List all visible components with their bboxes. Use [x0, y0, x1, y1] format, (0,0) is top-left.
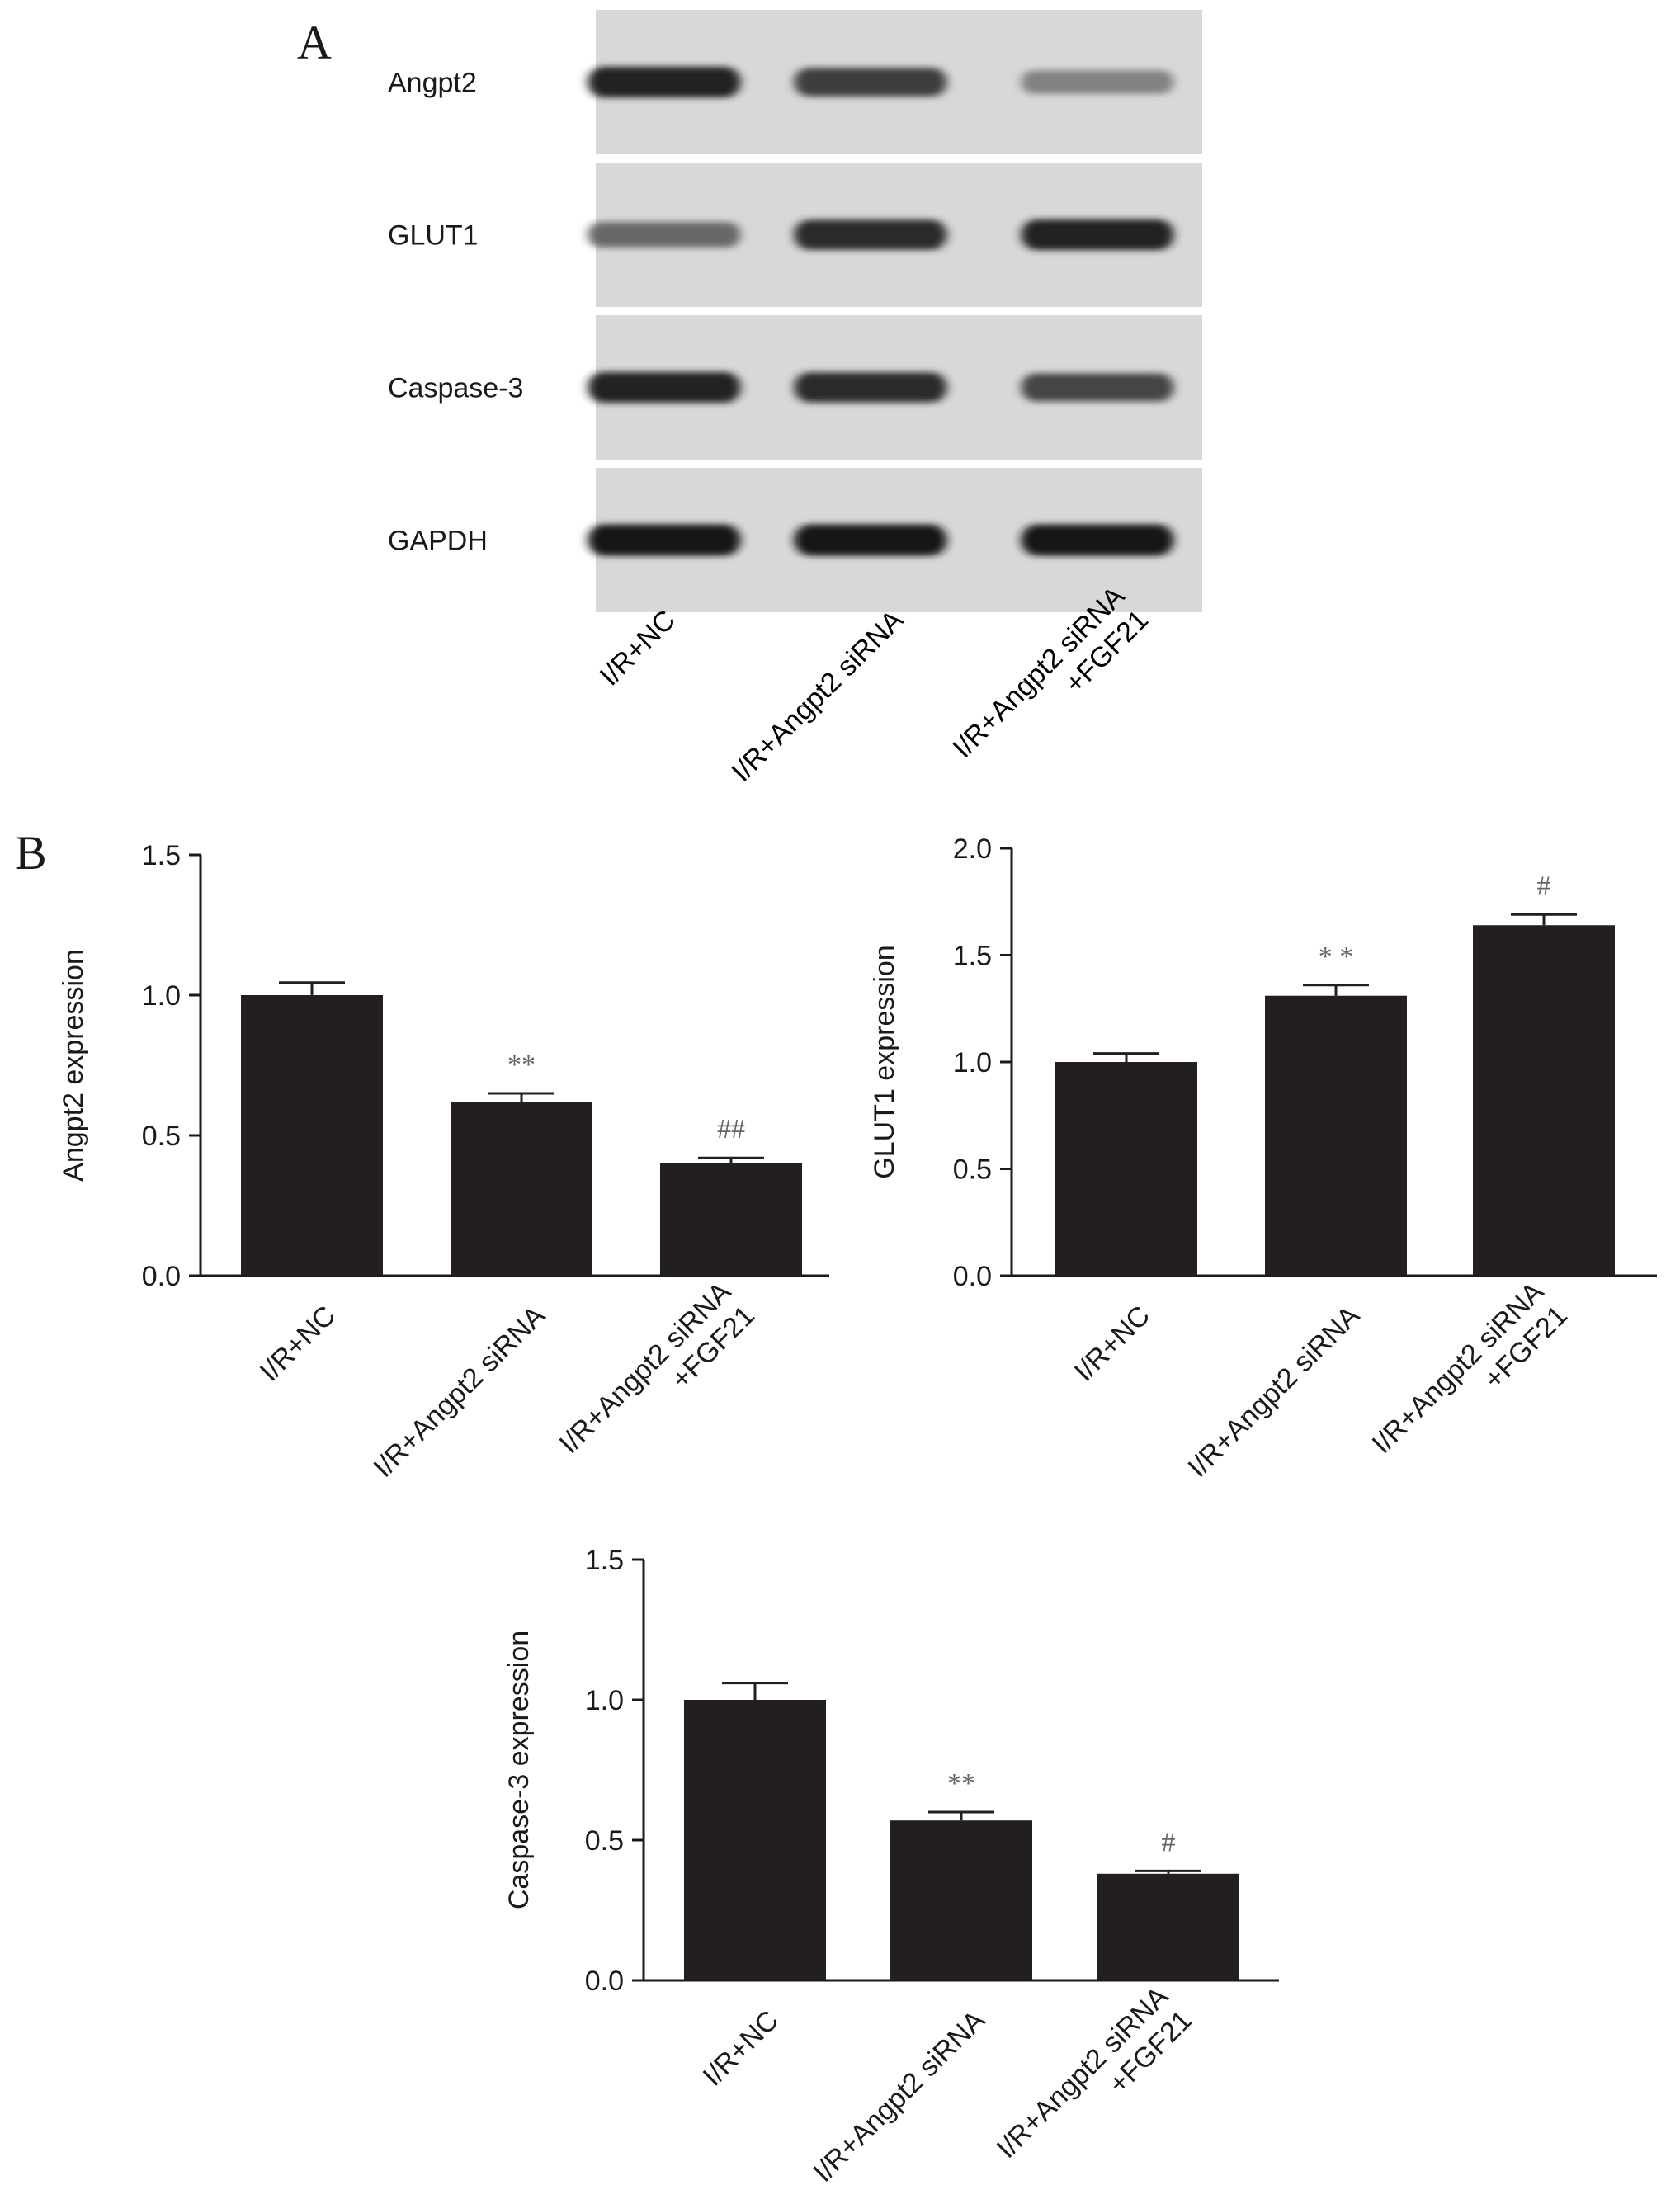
bar-glut1-1 — [1055, 1062, 1197, 1276]
bar-angpt2-3 — [660, 1163, 802, 1276]
x-tick-label-2-line: I/R+Angpt2 siRNA — [1182, 1300, 1366, 1484]
x-tick-label-1: I/R+NC — [1069, 1300, 1156, 1387]
blot-lane-label-2-line: I/R+Angpt2 siRNA — [725, 604, 909, 788]
blot-band-gapdh-lane-1 — [588, 524, 741, 556]
blot-band-angpt2-lane-3 — [1021, 70, 1174, 94]
significance-marker-3: # — [1537, 871, 1551, 901]
significance-marker-2: ** — [507, 1050, 536, 1080]
significance-marker-3: # — [1162, 1827, 1176, 1857]
blot-label-angpt2: Angpt2 — [388, 68, 477, 99]
x-tick-label-3: I/R+Angpt2 siRNA+FGF21 — [991, 1980, 1198, 2164]
caspase3-bar-chart: 0.0 0.5 1.0 1.5 Caspase-3 expression I/R+NC **… — [503, 1545, 1279, 2188]
y-tick-label: 2.0 — [953, 833, 992, 865]
x-tick-label-1: I/R+NC — [697, 2004, 785, 2092]
y-tick-label: 0.0 — [585, 1966, 624, 1997]
bar-caspase-3-3 — [1097, 1873, 1239, 1980]
bar-glut1-2 — [1265, 995, 1407, 1276]
y-tick-label: 1.0 — [585, 1685, 624, 1716]
y-tick-label: 1.5 — [142, 840, 181, 871]
blot-lane-label-1: I/R+NC — [594, 604, 682, 691]
blot-band-caspase-3-lane-2 — [794, 372, 947, 403]
x-tick-label-1: I/R+NC — [254, 1300, 342, 1387]
significance-marker-2: ** — [947, 1768, 975, 1799]
y-axis-title: GLUT1 expression — [869, 945, 900, 1178]
blot-lane-label-1-line: I/R+NC — [594, 604, 682, 691]
y-axis-title: Angpt2 expression — [58, 949, 89, 1182]
y-tick-label: 0.5 — [142, 1121, 181, 1152]
y-tick-label: 1.5 — [953, 941, 992, 972]
blot-band-glut1-lane-2 — [794, 219, 947, 250]
blot-band-caspase-3-lane-3 — [1021, 373, 1174, 402]
panel-b-label: B — [15, 826, 47, 880]
x-tick-label-2: I/R+Angpt2 siRNA — [1182, 1300, 1366, 1484]
y-tick-label: 0.0 — [142, 1261, 181, 1292]
x-tick-label-2-line: I/R+Angpt2 siRNA — [807, 2004, 991, 2188]
angpt2-bar-chart: 0.0 0.5 1.0 1.5 Angpt2 expression I/R+NC ** I/R… — [58, 840, 829, 1484]
bar-angpt2-2 — [451, 1102, 592, 1276]
blot-band-glut1-lane-3 — [1021, 219, 1174, 251]
blot-label-caspase-3: Caspase-3 — [388, 373, 523, 404]
blot-band-glut1-lane-1 — [588, 222, 741, 248]
y-tick-label: 1.5 — [585, 1545, 624, 1576]
panel-a-label: A — [297, 16, 332, 69]
blot-band-gapdh-lane-2 — [794, 524, 947, 556]
x-tick-label-2: I/R+Angpt2 siRNA — [367, 1300, 551, 1484]
y-tick-label: 0.5 — [585, 1825, 624, 1857]
x-tick-label-2: I/R+Angpt2 siRNA — [807, 2004, 991, 2188]
y-tick-label: 1.0 — [142, 980, 181, 1012]
x-tick-label-1-line: I/R+NC — [1069, 1300, 1156, 1387]
bar-caspase-3-2 — [890, 1820, 1032, 1980]
glut1-bar-chart: 0.0 0.5 1.0 1.5 2.0 GLUT1 expression I/R+NC * *… — [869, 833, 1657, 1484]
blot-label-gapdh: GAPDH — [388, 526, 488, 557]
significance-marker-3: ## — [717, 1114, 745, 1144]
x-tick-label-3: I/R+Angpt2 siRNA+FGF21 — [1366, 1276, 1574, 1460]
significance-marker-2: * * — [1319, 942, 1354, 972]
blot-lane-label-2: I/R+Angpt2 siRNA — [725, 604, 909, 788]
x-tick-label-2-line: I/R+Angpt2 siRNA — [367, 1300, 551, 1484]
x-tick-label-1-line: I/R+NC — [697, 2004, 785, 2092]
blot-label-glut1: GLUT1 — [388, 220, 479, 252]
x-tick-label-3: I/R+Angpt2 siRNA+FGF21 — [554, 1276, 761, 1460]
western-blot: Angpt2 GLUT1 Caspase-3 GAPDH I/R+NC I/R+Angpt… — [388, 10, 1202, 788]
blot-band-caspase-3-lane-1 — [588, 371, 741, 404]
bar-caspase-3-1 — [684, 1700, 826, 1980]
bar-angpt2-1 — [241, 995, 383, 1276]
bar-glut1-3 — [1473, 925, 1615, 1276]
blot-band-angpt2-lane-2 — [794, 68, 947, 97]
y-tick-label: 0.5 — [953, 1154, 992, 1186]
y-tick-label: 1.0 — [953, 1047, 992, 1078]
blot-band-angpt2-lane-1 — [588, 66, 741, 98]
blot-band-gapdh-lane-3 — [1021, 524, 1174, 556]
x-tick-label-1-line: I/R+NC — [254, 1300, 342, 1387]
y-axis-title: Caspase-3 expression — [503, 1631, 535, 1909]
y-tick-label: 0.0 — [953, 1261, 992, 1292]
